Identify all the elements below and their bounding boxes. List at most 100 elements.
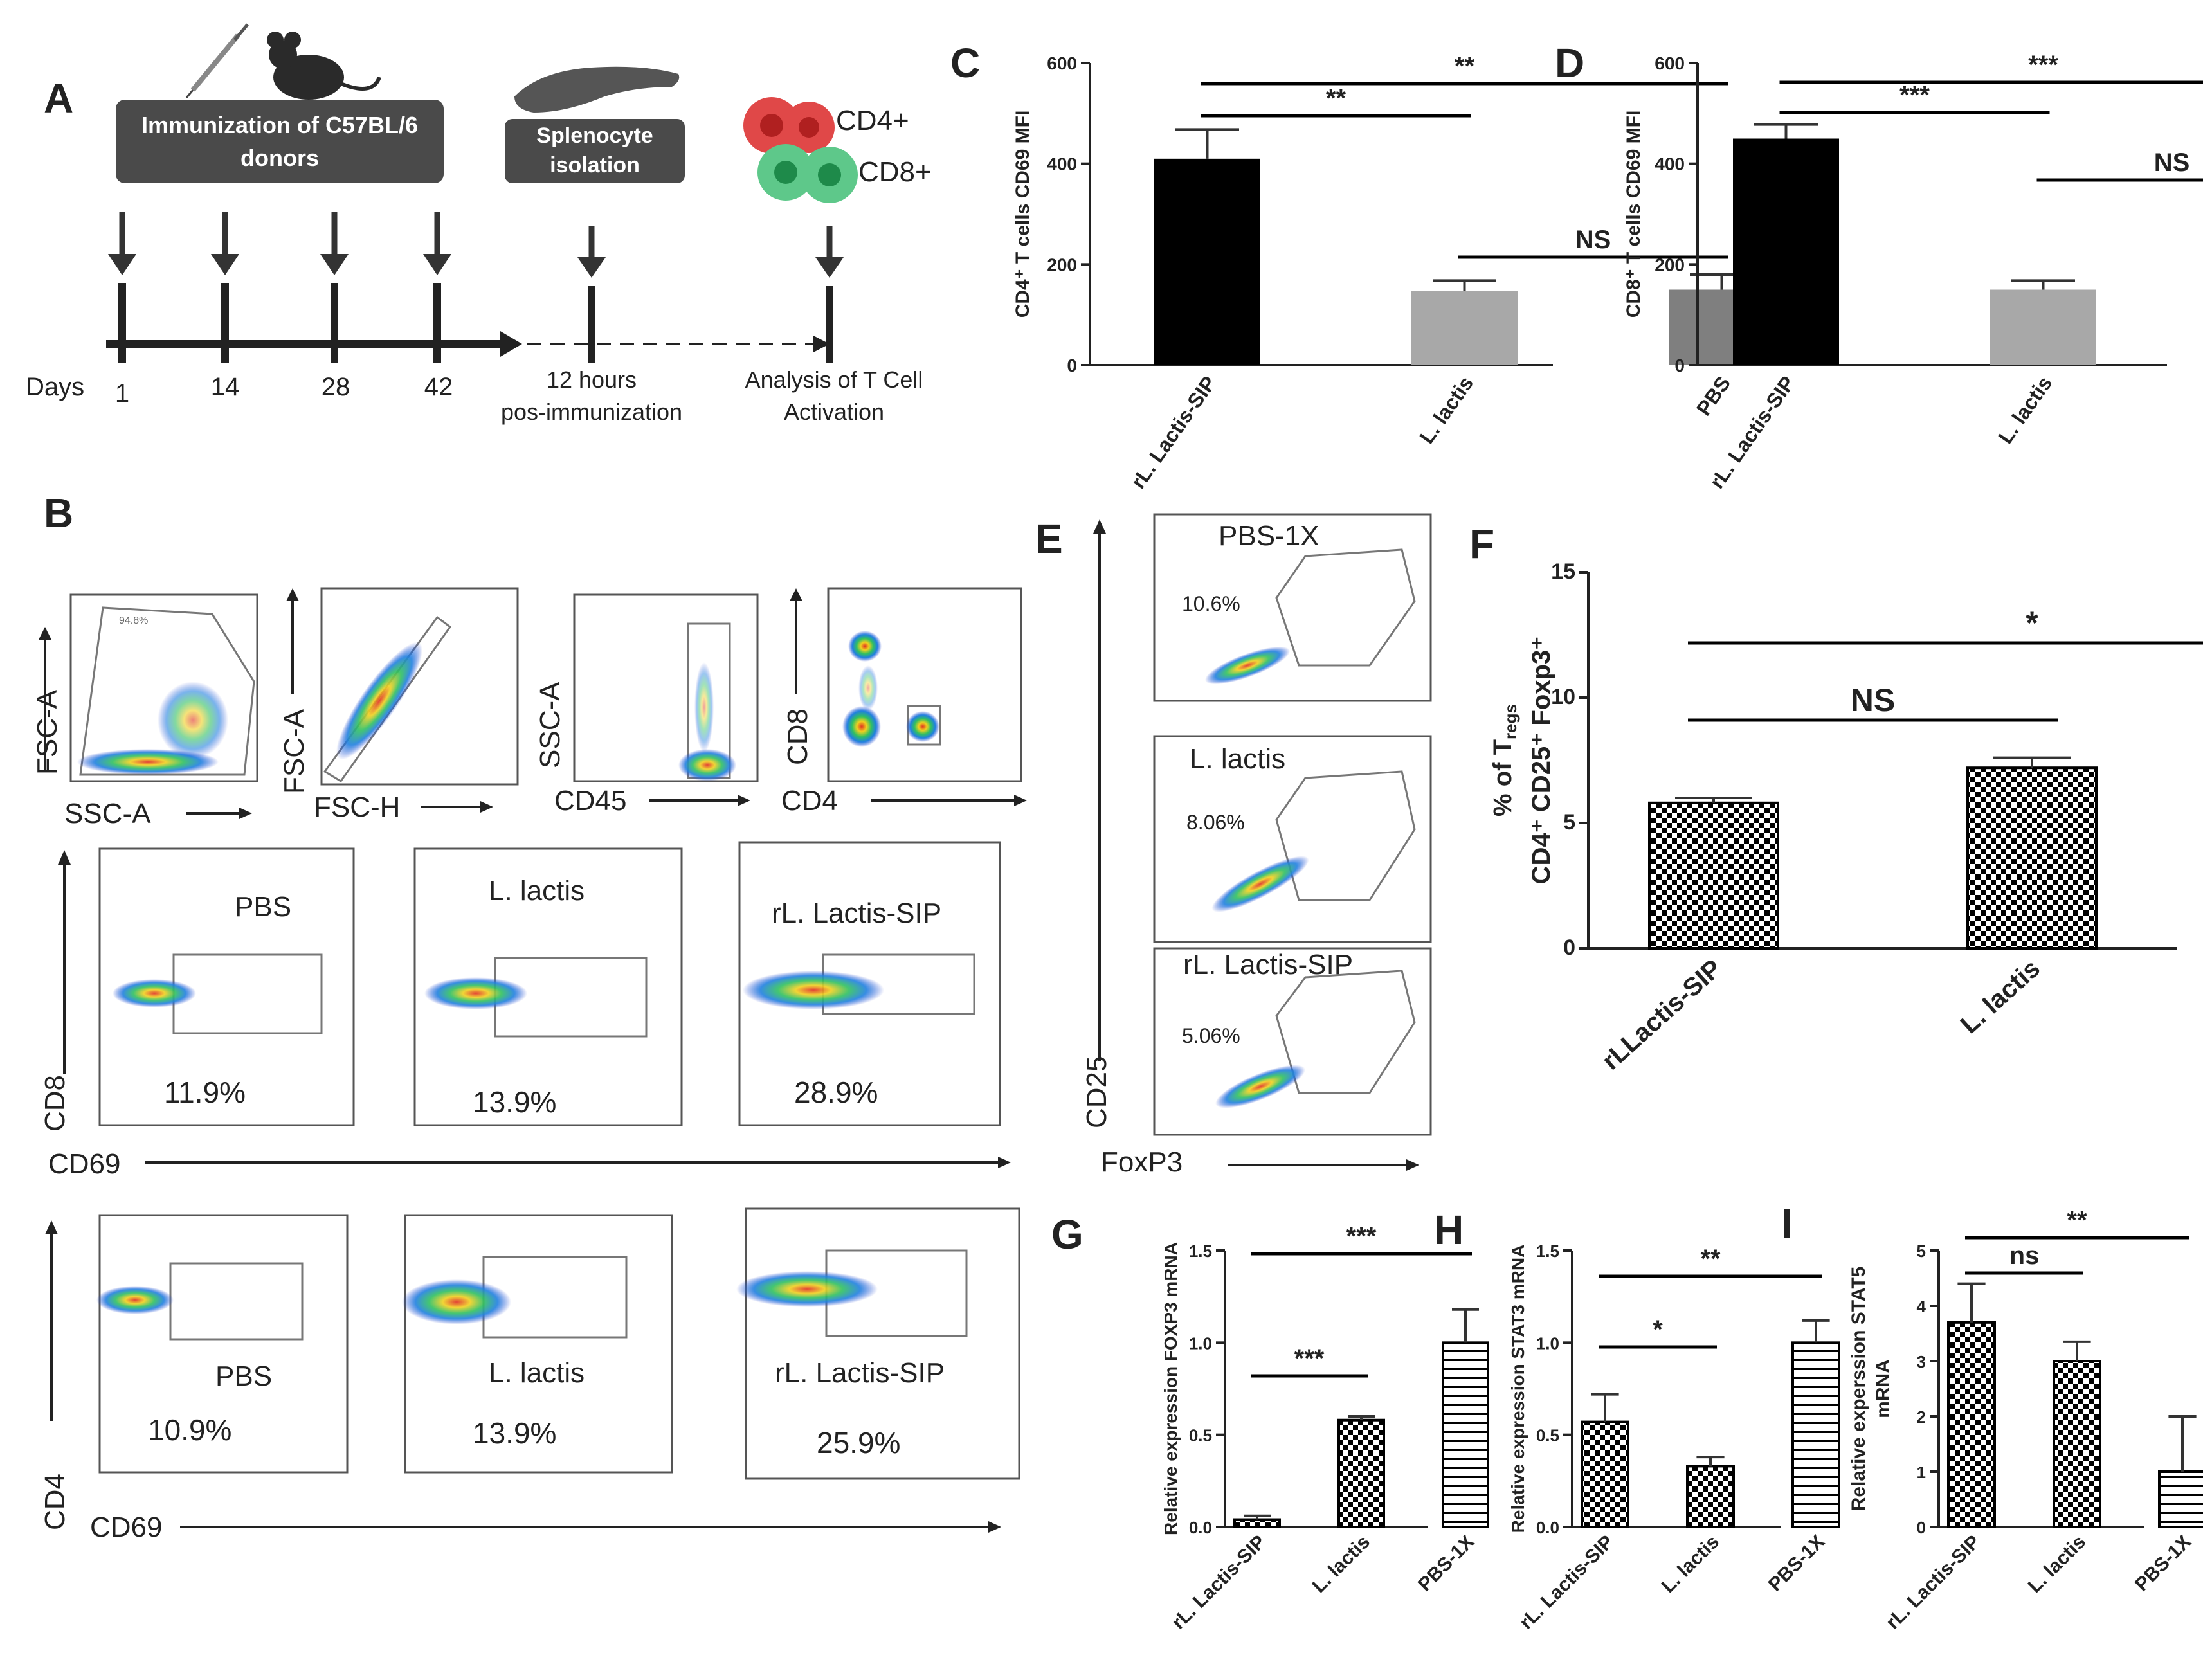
significance-label: * [2026, 605, 2038, 641]
syringe-icon [185, 23, 249, 98]
bar [1411, 291, 1518, 365]
category-label: PBS-1X [1764, 1531, 1829, 1596]
significance-label: ** [1326, 84, 1346, 113]
axis-cd4-gate: CD4 [781, 785, 838, 817]
analysis-line2: Activation [784, 399, 884, 425]
y-tick-label: 0.0 [1536, 1518, 1559, 1537]
category-label: L. lactis [1309, 1531, 1374, 1597]
axis-ssc-a-1: SSC-A [64, 798, 151, 829]
category-label: rL. Lactis-SIP [1126, 372, 1220, 492]
bar [1990, 289, 2096, 365]
day-42: 42 [424, 373, 453, 401]
cd8-name-pbs: PBS [235, 891, 291, 923]
significance-label: NS [1851, 682, 1895, 718]
y-tick-label: 3 [1917, 1352, 1926, 1371]
cd8-pct-rl: 28.9% [794, 1076, 878, 1109]
significance-label: ** [1700, 1245, 1721, 1273]
e-name-pbs: PBS-1X [1219, 520, 1319, 552]
category-label: rLLactis-SIP [1597, 954, 1727, 1076]
y-tick-label: 1.5 [1536, 1242, 1559, 1261]
y-tick-label: 0 [1067, 356, 1077, 375]
panel-label-d: D [1555, 40, 1584, 86]
y-axis-label: Relative expression FOXP3 mRNA [1161, 1242, 1181, 1535]
y-axis-label: % of Tregs [1489, 704, 1520, 817]
cd4-name-pbs: PBS [215, 1360, 272, 1392]
day-1: 1 [115, 379, 129, 408]
spleen-icon [514, 66, 680, 113]
splenocyte-box [505, 119, 685, 183]
significance-label: * [1653, 1315, 1663, 1344]
cd8-name-rl: rL. Lactis-SIP [772, 898, 941, 929]
bar [2053, 1360, 2101, 1528]
y-tick-label: 10 [1551, 685, 1575, 709]
axis-cd8: CD8 [39, 1075, 71, 1132]
y-tick-label: 0.0 [1189, 1518, 1212, 1537]
mouse-icon [267, 32, 381, 100]
axis-cd69-2: CD69 [90, 1512, 163, 1543]
bar [1648, 801, 1779, 950]
category-label: PBS-1X [2131, 1531, 2195, 1596]
significance-label: ns [2009, 1242, 2040, 1270]
y-tick-label: 0 [1563, 935, 1575, 960]
gate-plot-4 [827, 587, 1022, 782]
significance-label: ** [1455, 52, 1475, 80]
cd8-pct-pbs: 11.9% [164, 1076, 246, 1109]
cd8-pct-llactis: 13.9% [473, 1085, 556, 1119]
y-tick-label: 0.5 [1536, 1426, 1559, 1445]
significance-label: *** [1899, 81, 1930, 109]
y-tick-label: 5 [1917, 1242, 1926, 1261]
y-tick-label: 200 [1047, 255, 1077, 275]
axis-ssc-a-2: SSC-A [534, 682, 566, 768]
cd4-plot-pbs [98, 1214, 349, 1474]
y-tick-label: 400 [1047, 154, 1077, 174]
gate-pct-1: 94.8% [119, 615, 148, 626]
y-axis-label-2: CD4⁺ CD25⁺ Foxp3⁺ [1527, 637, 1555, 885]
e-name-rl: rL. Lactis-SIP [1183, 949, 1353, 980]
immunization-box [116, 100, 444, 183]
axis-cd4: CD4 [39, 1474, 71, 1530]
splenocyte-line1: Splenocyte [536, 123, 653, 148]
y-axis-label: Relative experssion STAT5 [1848, 1267, 1869, 1512]
y-tick-label: 200 [1655, 255, 1685, 275]
y-tick-label: 0.5 [1189, 1426, 1212, 1445]
bar [1442, 1341, 1489, 1528]
y-tick-label: 1 [1917, 1463, 1926, 1482]
category-label: L. lactis [1955, 954, 2045, 1039]
e-gate-rl [1275, 970, 1416, 1094]
y-tick-label: 0 [1917, 1518, 1926, 1537]
category-label: L. lactis [1415, 372, 1478, 447]
panel-label-g: G [1051, 1211, 1083, 1258]
category-label: rL. Lactis-SIP [1882, 1531, 1984, 1634]
cd4-plus-label: CD4+ [836, 105, 909, 136]
panel-label-f: F [1469, 521, 1494, 567]
y-tick-label: 0 [1674, 356, 1685, 375]
e-plot-llactis [1153, 735, 1432, 943]
category-label: PBS-1X [1414, 1531, 1478, 1596]
axis-fsc-a-2: FSC-A [278, 709, 310, 794]
axis-cd45: CD45 [554, 785, 627, 817]
significance-label: NS [1575, 226, 1611, 254]
cd4-pct-llactis: 13.9% [473, 1416, 556, 1450]
t-cells-icon [743, 97, 858, 203]
y-axis-label: mRNA [1872, 1359, 1894, 1418]
e-plot-pbs [1153, 513, 1432, 702]
gating-row: 94.8% [32, 587, 1027, 829]
splenocyte-line2: isolation [550, 153, 640, 177]
chart-i: 0 1 2 3 4 5 Relative experssion STAT5 mRNA rL. L… [1848, 1206, 2203, 1634]
bar [1733, 138, 1839, 365]
category-label: L. lactis [2024, 1531, 2090, 1597]
e-pct-llactis: 8.06% [1186, 811, 1245, 834]
bar [1686, 1465, 1735, 1528]
e-gate-pbs [1275, 548, 1416, 667]
e-pct-rl: 5.06% [1182, 1024, 1240, 1047]
panel-label-h: H [1434, 1207, 1464, 1253]
panel-label-c: C [950, 40, 980, 86]
chart-h: 0.0 0.5 1.0 1.5 Relative expression STAT3 mR… [1508, 1242, 1840, 1634]
axis-fsc-h: FSC-H [314, 791, 400, 823]
bar [1233, 1518, 1281, 1529]
axis-fsc-a-1: FSC-A [32, 689, 63, 775]
significance-label: ** [2067, 1206, 2087, 1234]
days-label: Days [26, 373, 84, 401]
cd4-plot-rl [745, 1207, 1020, 1480]
